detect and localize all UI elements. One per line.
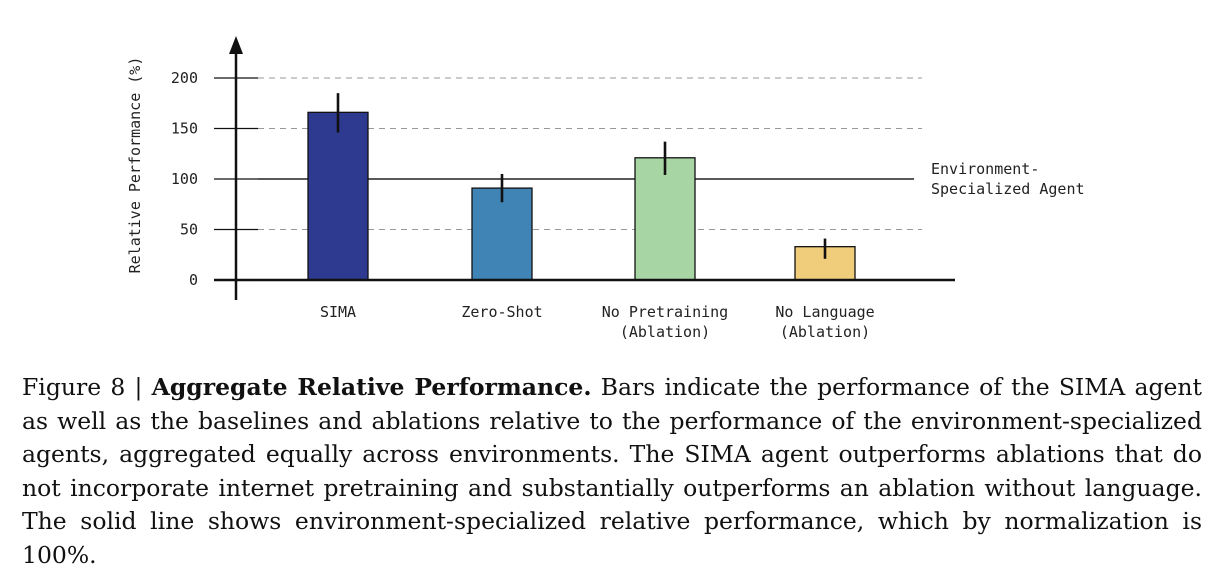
y-axis-label: Relative Performance (%) [126,57,144,274]
y-tick-label: 150 [171,120,198,138]
y-ticks: 0 50 100 150 200 [171,69,258,289]
category-labels: SIMA Zero-Shot No Pretraining (Ablation)No … [320,303,875,341]
category-label-line: SIMA [320,303,356,321]
bar [634,157,696,281]
y-tick-label: 0 [189,271,198,289]
caption-text: Bars indicate the performance of the SIM… [22,373,1202,569]
bar-chart: 0 50 100 150 200 SIMA Zero-Shot No Pretraining… [126,36,1085,341]
y-tick-label: 50 [180,221,198,239]
category-label-line: (Ablation) [620,323,710,341]
reference-label-line: Environment- [931,160,1039,178]
category-label: No Language (Ablation) [775,303,874,341]
axes [214,36,955,300]
figure-caption: Figure 8 | Aggregate Relative Performanc… [22,371,1202,572]
y-tick-label: 100 [171,170,198,188]
figure-title: Aggregate Relative Performance. [151,373,592,401]
bar [471,187,533,281]
category-label: SIMA [320,303,356,321]
category-label-line: No Pretraining [602,303,728,321]
category-label: Zero-Shot [461,303,542,321]
y-tick-label: 200 [171,69,198,87]
bars [307,93,856,281]
gridlines [258,77,922,230]
category-label-line: Zero-Shot [461,303,542,321]
category-label-line: (Ablation) [780,323,870,341]
category-label: No Pretraining (Ablation) [602,303,728,341]
figure-number: Figure 8 | [22,373,152,401]
y-axis-arrow-icon [229,36,243,54]
category-label-line: No Language [775,303,874,321]
reference-label-line: Specialized Agent [931,180,1085,198]
reference-line-label: Environment- Specialized Agent [931,160,1085,198]
bar [307,111,369,281]
